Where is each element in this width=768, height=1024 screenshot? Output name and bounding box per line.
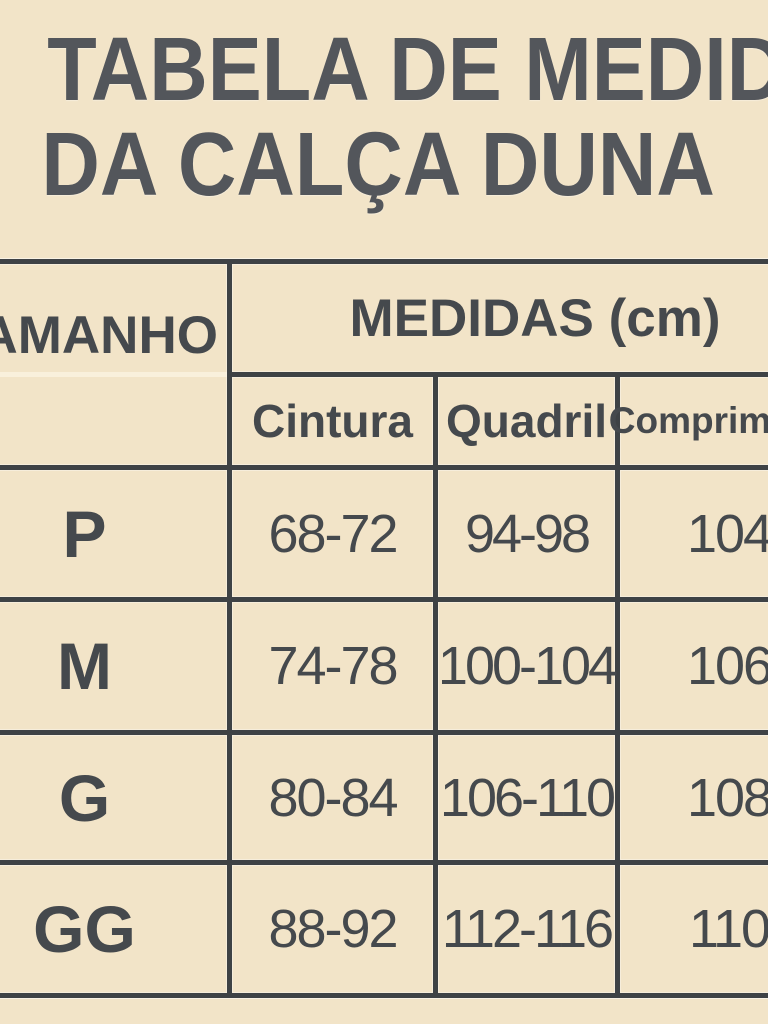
table-row-gg-size-cell: GG <box>0 865 227 993</box>
table-row-gg-cintura-cell: 88-92 <box>232 865 433 993</box>
subheader-cintura-label: Cintura <box>252 395 413 447</box>
table-row-gg-comprimento-cell: 110 <box>620 865 768 993</box>
comprimento-value: 106 <box>686 636 768 696</box>
title-line-2: DA CALÇA DUNA <box>41 115 715 215</box>
cintura-value: 88-92 <box>268 899 398 959</box>
size-label: GG <box>33 892 136 966</box>
table-row-p-comprimento-cell: 104 <box>620 470 768 597</box>
comprimento-value: 104 <box>686 503 768 564</box>
table-row-g-quadril-cell: 106-110 <box>438 735 616 860</box>
size-label: P <box>62 496 107 571</box>
faint-divider <box>0 372 227 377</box>
comprimento-value: 108 <box>686 767 768 828</box>
cintura-value: 74-78 <box>268 636 398 696</box>
table-row-m-comprimento-cell: 106 <box>620 602 768 730</box>
table-row-p-quadril-cell: 94-98 <box>438 470 615 597</box>
comprimento-value: 110 <box>688 899 768 959</box>
table-row-m-quadril-cell: 100-104 <box>437 602 618 730</box>
page-title: TABELA DE MEDIDAS DA CALÇA DUNA <box>0 23 768 213</box>
header-cell-tamanho: TAMANHO <box>0 264 227 465</box>
quadril-value: 106-110 <box>439 767 616 828</box>
size-label: G <box>58 760 111 835</box>
subheader-cell-cintura: Cintura <box>232 377 433 465</box>
quadril-value: 94-98 <box>464 503 591 564</box>
table-row-gg-quadril-cell: 112-116 <box>438 865 615 993</box>
table-row-p-size-cell: P <box>0 470 227 597</box>
title-row-2: DA CALÇA DUNA <box>0 118 756 213</box>
table-row-g-size-cell: G <box>0 735 227 860</box>
header-cell-medidas: MEDIDAS (cm) <box>232 264 768 372</box>
table-row-m-size-cell: M <box>0 602 227 730</box>
title-row-1: TABELA DE MEDIDAS <box>0 23 768 118</box>
table-row-m-cintura-cell: 74-78 <box>232 602 433 730</box>
cintura-value: 80-84 <box>268 767 398 828</box>
header-medidas-label: MEDIDAS (cm) <box>349 288 721 348</box>
subheader-comprimento-label: Comprimento <box>608 400 768 441</box>
cintura-value: 68-72 <box>268 503 398 564</box>
subheader-cell-quadril: Quadril <box>438 377 615 465</box>
quadril-value: 112-116 <box>441 899 614 959</box>
subheader-cell-comprimento: Comprimento <box>609 377 768 465</box>
subheader-quadril-label: Quadril <box>445 395 608 447</box>
table-row-g-cintura-cell: 80-84 <box>232 735 433 860</box>
quadril-value: 100-104 <box>437 636 618 696</box>
measurements-table: TAMANHO MEDIDAS (cm) Cintura Quadril Com… <box>0 259 768 998</box>
header-tamanho-label: TAMANHO <box>0 306 218 365</box>
title-line-1: TABELA DE MEDIDAS <box>47 20 768 120</box>
size-label: M <box>57 629 112 703</box>
table-row-p-cintura-cell: 68-72 <box>232 470 433 597</box>
table-row-g-comprimento-cell: 108 <box>620 735 768 860</box>
